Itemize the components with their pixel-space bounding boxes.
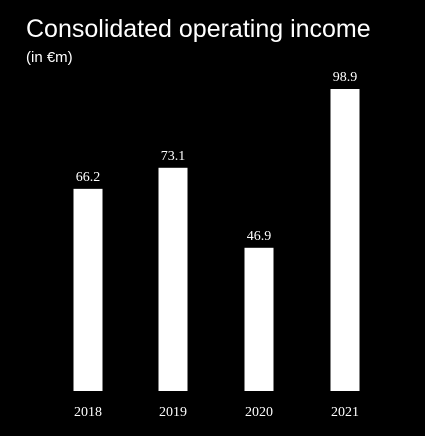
value-labels-group: 66.2 73.1 46.9 98.9: [76, 70, 358, 244]
value-label-2019: 73.1: [161, 149, 186, 164]
bar-2019: [158, 167, 188, 391]
x-tick-labels-group: 2018 2019 2020 2021: [74, 405, 359, 420]
value-label-2018: 66.2: [76, 170, 101, 185]
bar-2021: [330, 89, 360, 391]
bar-2018: [73, 188, 103, 391]
bar-2020: [244, 247, 274, 391]
value-label-2021: 98.9: [333, 70, 358, 85]
x-tick-label-2021: 2021: [331, 405, 359, 420]
bars-group: [73, 89, 360, 391]
chart-subtitle: (in €m): [26, 49, 73, 66]
chart-title: Consolidated operating income: [26, 15, 371, 43]
x-tick-label-2019: 2019: [159, 405, 187, 420]
value-label-2020: 46.9: [247, 229, 272, 244]
x-tick-label-2020: 2020: [245, 405, 273, 420]
x-tick-label-2018: 2018: [74, 405, 102, 420]
